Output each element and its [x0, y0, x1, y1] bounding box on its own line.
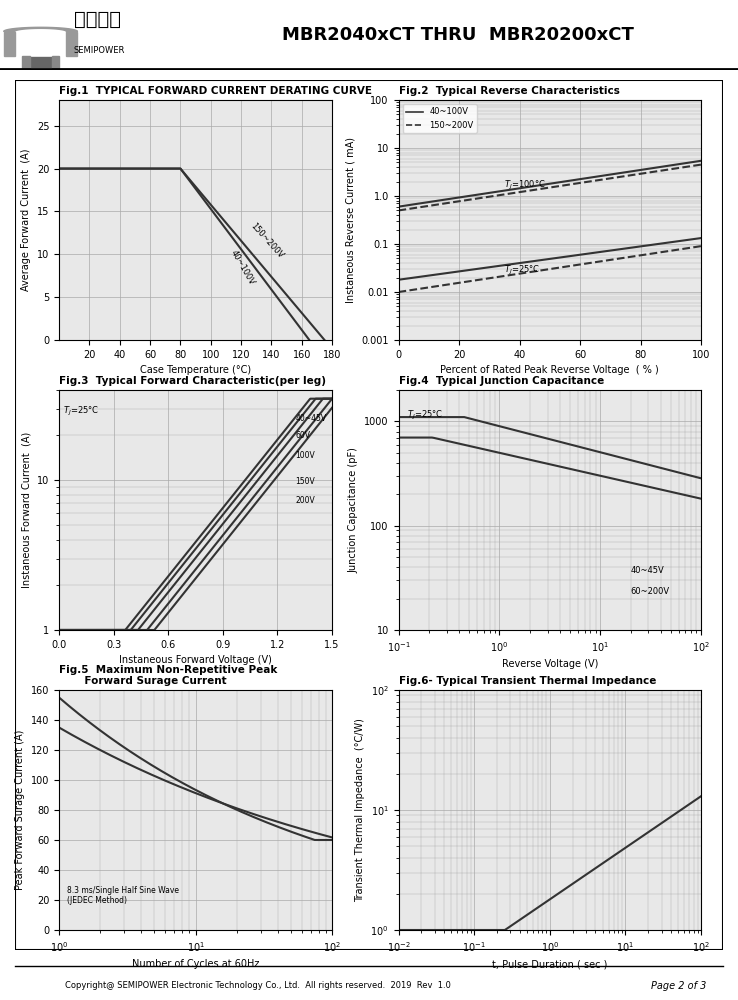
Text: 40~100V: 40~100V	[229, 248, 256, 286]
X-axis label: t, Pulse Duration ( sec ): t, Pulse Duration ( sec )	[492, 959, 607, 969]
Y-axis label: Transient Thermal Impedance  (°C/W): Transient Thermal Impedance (°C/W)	[355, 718, 365, 902]
Text: MBR2040xCT THRU  MBR20200xCT: MBR2040xCT THRU MBR20200xCT	[282, 26, 633, 44]
Y-axis label: Average Forward Current  (A): Average Forward Current (A)	[21, 149, 31, 291]
X-axis label: Case Temperature (°C): Case Temperature (°C)	[140, 365, 251, 375]
Text: Fig.1  TYPICAL FORWARD CURRENT DERATING CURVE: Fig.1 TYPICAL FORWARD CURRENT DERATING C…	[59, 86, 372, 96]
Text: Fig.6- Typical Transient Thermal Impedance: Fig.6- Typical Transient Thermal Impedan…	[399, 676, 656, 686]
Text: 芯派科技: 芯派科技	[74, 10, 121, 29]
X-axis label: Instaneous Forward Voltage (V): Instaneous Forward Voltage (V)	[119, 655, 272, 665]
Text: 8.3 ms/Single Half Sine Wave
(JEDEC Method): 8.3 ms/Single Half Sine Wave (JEDEC Meth…	[67, 886, 179, 905]
X-axis label: Percent of Rated Peak Reverse Voltage  ( % ): Percent of Rated Peak Reverse Voltage ( …	[441, 365, 659, 375]
Bar	[22, 56, 30, 68]
Text: 150~200V: 150~200V	[249, 222, 285, 261]
Text: $T_J$=100°C: $T_J$=100°C	[505, 179, 546, 192]
Text: 60V: 60V	[296, 431, 311, 440]
Text: Page 2 of 3: Page 2 of 3	[651, 981, 707, 991]
X-axis label: Reverse Voltage (V): Reverse Voltage (V)	[502, 659, 598, 669]
Bar	[52, 56, 59, 68]
Polygon shape	[4, 31, 15, 56]
Text: SEMIPOWER: SEMIPOWER	[74, 46, 125, 55]
Y-axis label: Peak Forward Surage Current (A): Peak Forward Surage Current (A)	[15, 730, 25, 890]
Bar	[30, 57, 52, 66]
Text: $T_J$=25°C: $T_J$=25°C	[63, 405, 99, 418]
Polygon shape	[4, 27, 77, 31]
Text: 40~45V: 40~45V	[296, 414, 327, 423]
Y-axis label: Instaneous Forward Current  (A): Instaneous Forward Current (A)	[21, 432, 32, 588]
Text: Copyright@ SEMIPOWER Electronic Technology Co., Ltd.  All rights reserved.  2019: Copyright@ SEMIPOWER Electronic Technolo…	[66, 982, 451, 990]
Text: $T_J$=25°C: $T_J$=25°C	[407, 408, 443, 422]
Text: 100V: 100V	[296, 451, 315, 460]
Polygon shape	[66, 31, 77, 56]
Text: 60~200V: 60~200V	[630, 587, 669, 596]
Text: 40~45V: 40~45V	[630, 566, 664, 575]
Text: Fig.3  Typical Forward Characteristic(per leg): Fig.3 Typical Forward Characteristic(per…	[59, 376, 326, 386]
Text: $T_J$=25°C: $T_J$=25°C	[505, 264, 541, 277]
Text: Fig.5  Maximum Non-Repetitive Peak
       Forward Surage Current: Fig.5 Maximum Non-Repetitive Peak Forwar…	[59, 665, 277, 686]
Legend: 40~100V, 150~200V: 40~100V, 150~200V	[403, 104, 477, 133]
Y-axis label: Junction Capacitance (pF): Junction Capacitance (pF)	[349, 447, 359, 573]
X-axis label: Number of Cycles at 60Hz: Number of Cycles at 60Hz	[132, 959, 259, 969]
Text: Fig.4  Typical Junction Capacitance: Fig.4 Typical Junction Capacitance	[399, 376, 604, 386]
Text: 150V: 150V	[296, 477, 315, 486]
Text: 200V: 200V	[296, 496, 315, 505]
Text: Fig.2  Typical Reverse Characteristics: Fig.2 Typical Reverse Characteristics	[399, 86, 619, 96]
Y-axis label: Instaneous Reverse Current ( mA): Instaneous Reverse Current ( mA)	[345, 137, 356, 303]
